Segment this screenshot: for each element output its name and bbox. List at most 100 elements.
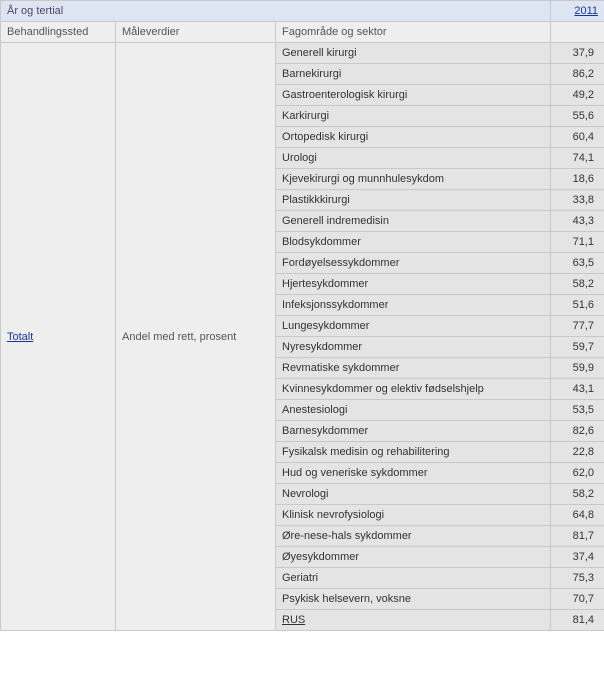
value-cell: 74,1 (551, 148, 604, 169)
data-table-container: År og tertial 2011 Behandlingssted Målev… (0, 0, 604, 631)
value-cell: 58,2 (551, 274, 604, 295)
category-label: Blodsykdommer (282, 236, 361, 248)
value-cell: 33,8 (551, 190, 604, 211)
category-cell: Generell kirurgi (276, 43, 551, 64)
year-value: 2011 (574, 5, 598, 17)
andel-cell: Andel med rett, prosent (116, 43, 276, 631)
category-cell: Fordøyelsessykdommer (276, 253, 551, 274)
category-cell: Infeksjonssykdommer (276, 295, 551, 316)
category-label: Fysikalsk medisin og rehabilitering (282, 446, 450, 458)
totalt-cell[interactable]: Totalt (1, 43, 116, 631)
category-cell: Plastikkkirurgi (276, 190, 551, 211)
value-cell: 77,7 (551, 316, 604, 337)
category-label: Øre-nese-hals sykdommer (282, 530, 412, 542)
category-label: Revmatiske sykdommer (282, 362, 399, 374)
value-cell: 82,6 (551, 421, 604, 442)
year-value-header[interactable]: 2011 (551, 1, 604, 22)
col-header-behandlingssted: Behandlingssted (1, 22, 116, 43)
category-label: Urologi (282, 152, 317, 164)
category-cell: Barnekirurgi (276, 64, 551, 85)
category-cell: Anestesiologi (276, 400, 551, 421)
category-cell: Revmatiske sykdommer (276, 358, 551, 379)
value-cell: 62,0 (551, 463, 604, 484)
value-cell: 51,6 (551, 295, 604, 316)
category-cell: Hud og veneriske sykdommer (276, 463, 551, 484)
value-cell: 86,2 (551, 64, 604, 85)
data-table: År og tertial 2011 Behandlingssted Målev… (0, 0, 604, 631)
category-label: Lungesykdommer (282, 320, 369, 332)
category-cell: Gastroenterologisk kirurgi (276, 85, 551, 106)
top-header-row: År og tertial 2011 (1, 1, 604, 22)
value-cell: 55,6 (551, 106, 604, 127)
value-cell: 81,4 (551, 610, 604, 631)
category-cell: Ortopedisk kirurgi (276, 127, 551, 148)
value-cell: 81,7 (551, 526, 604, 547)
value-cell: 18,6 (551, 169, 604, 190)
category-label: Øyesykdommer (282, 551, 359, 563)
category-label: Anestesiologi (282, 404, 347, 416)
category-label: Ortopedisk kirurgi (282, 131, 368, 143)
value-cell: 37,9 (551, 43, 604, 64)
category-label: RUS (282, 614, 305, 626)
category-cell: Øyesykdommer (276, 547, 551, 568)
category-cell: Fysikalsk medisin og rehabilitering (276, 442, 551, 463)
category-label: Generell kirurgi (282, 47, 357, 59)
year-label: År og tertial (7, 5, 63, 17)
table-row: TotaltAndel med rett, prosentGenerell ki… (1, 43, 604, 64)
category-cell: Blodsykdommer (276, 232, 551, 253)
category-label: Barnesykdommer (282, 425, 368, 437)
category-label: Gastroenterologisk kirurgi (282, 89, 407, 101)
value-cell: 58,2 (551, 484, 604, 505)
value-cell: 71,1 (551, 232, 604, 253)
col-header-fagomrade: Fagområde og sektor (276, 22, 551, 43)
category-label: Infeksjonssykdommer (282, 299, 388, 311)
value-cell: 59,9 (551, 358, 604, 379)
category-label: Kvinnesykdommer og elektiv fødselshjelp (282, 383, 484, 395)
value-cell: 53,5 (551, 400, 604, 421)
category-label: Barnekirurgi (282, 68, 341, 80)
value-cell: 43,1 (551, 379, 604, 400)
category-cell: Hjertesykdommer (276, 274, 551, 295)
category-label: Geriatri (282, 572, 318, 584)
category-cell: Nevrologi (276, 484, 551, 505)
value-cell: 43,3 (551, 211, 604, 232)
column-header-row: Behandlingssted Måleverdier Fagområde og… (1, 22, 604, 43)
value-cell: 63,5 (551, 253, 604, 274)
category-cell: Geriatri (276, 568, 551, 589)
category-cell: Kvinnesykdommer og elektiv fødselshjelp (276, 379, 551, 400)
value-cell: 37,4 (551, 547, 604, 568)
category-label: Plastikkkirurgi (282, 194, 350, 206)
table-body: Totalt Andel med rett, prosent Generell ki… (1, 43, 604, 631)
value-cell: 49,2 (551, 85, 604, 106)
category-cell: Klinisk nevrofysiologi (276, 505, 551, 526)
category-label: Karkirurgi (282, 110, 329, 122)
category-cell: Generell indremedisin (276, 211, 551, 232)
category-cell: Karkirurgi (276, 106, 551, 127)
andel-label: Andel med rett, prosent (122, 331, 236, 343)
col-header-empty (551, 22, 604, 43)
category-label: Generell indremedisin (282, 215, 389, 227)
value-cell: 59,7 (551, 337, 604, 358)
category-cell: Lungesykdommer (276, 316, 551, 337)
value-cell: 70,7 (551, 589, 604, 610)
category-label: Kjevekirurgi og munnhulesykdom (282, 173, 444, 185)
category-cell: Kjevekirurgi og munnhulesykdom (276, 169, 551, 190)
category-cell[interactable]: RUS (276, 610, 551, 631)
year-label-header: År og tertial (1, 1, 551, 22)
value-cell: 60,4 (551, 127, 604, 148)
col-header-maleverdier: Måleverdier (116, 22, 276, 43)
value-cell: 64,8 (551, 505, 604, 526)
category-label: Nevrologi (282, 488, 328, 500)
category-label: Hud og veneriske sykdommer (282, 467, 428, 479)
category-cell: Urologi (276, 148, 551, 169)
category-label: Nyresykdommer (282, 341, 362, 353)
category-cell: Øre-nese-hals sykdommer (276, 526, 551, 547)
category-label: Hjertesykdommer (282, 278, 368, 290)
totalt-label: Totalt (7, 331, 33, 343)
category-cell: Nyresykdommer (276, 337, 551, 358)
category-label: Psykisk helsevern, voksne (282, 593, 411, 605)
category-label: Fordøyelsessykdommer (282, 257, 399, 269)
category-cell: Psykisk helsevern, voksne (276, 589, 551, 610)
category-label: Klinisk nevrofysiologi (282, 509, 384, 521)
category-cell: Barnesykdommer (276, 421, 551, 442)
